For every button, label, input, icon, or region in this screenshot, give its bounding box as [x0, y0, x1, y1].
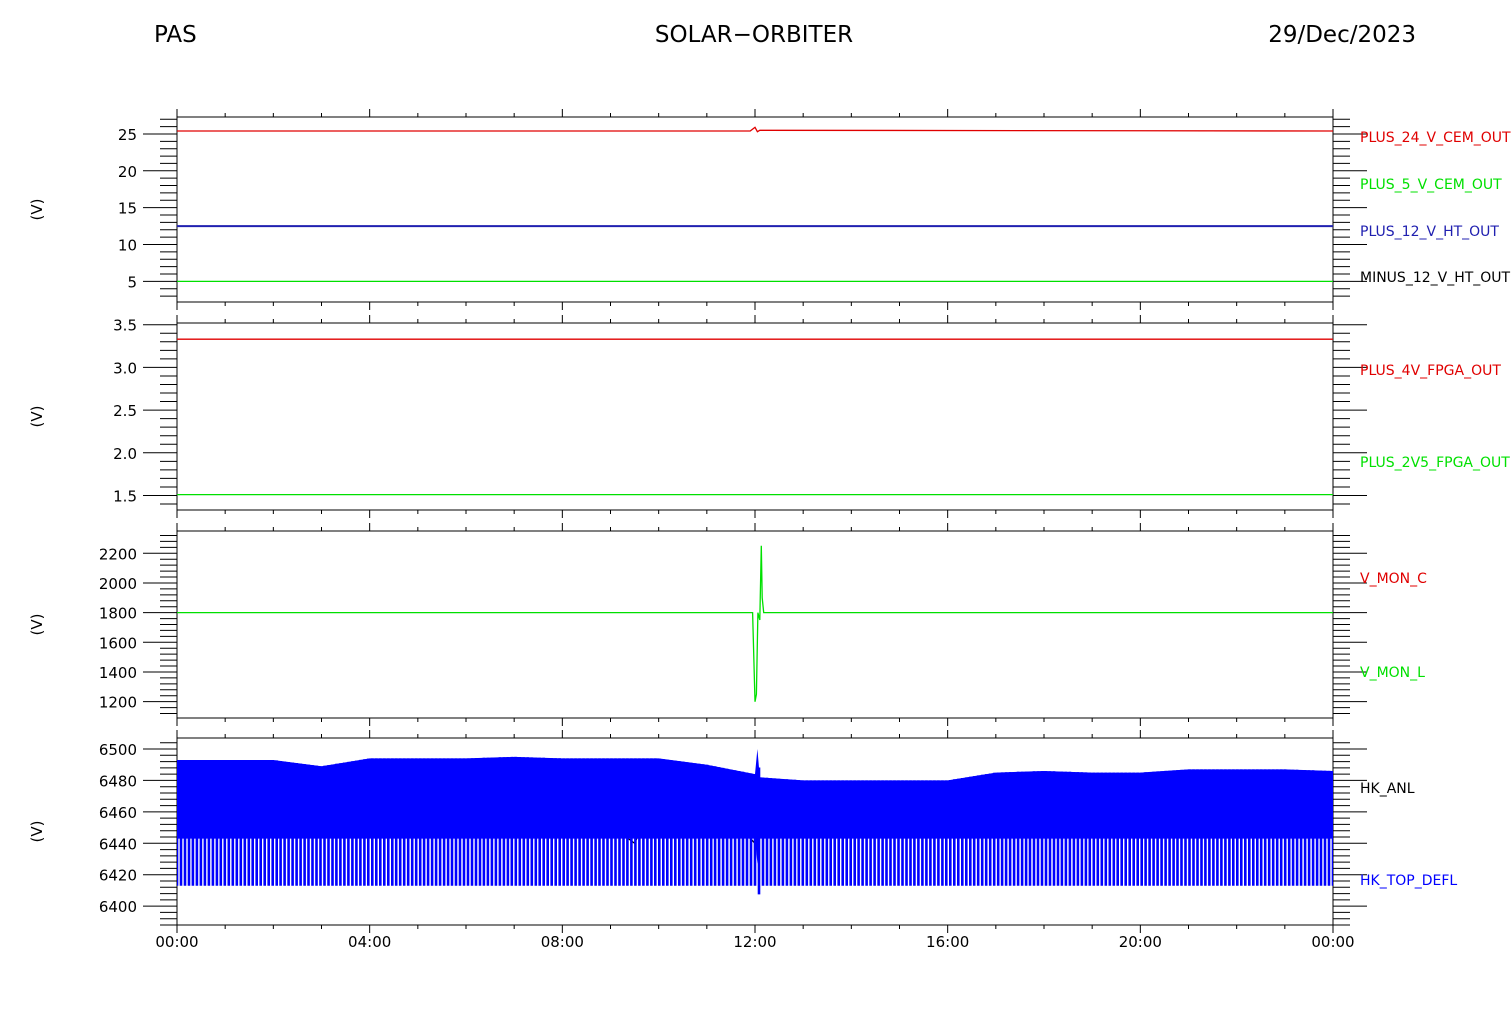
y-axis-label: (V) [28, 614, 46, 636]
y-tick-label: 6400 [99, 898, 137, 916]
y-tick-label: 1600 [99, 634, 137, 652]
header-mission: SOLAR−ORBITER [654, 22, 854, 48]
y-tick-label: 6500 [99, 741, 137, 759]
legend-plus-12-v-ht-out: PLUS_12_V_HT_OUT [1360, 224, 1499, 240]
y-tick-label: 15 [118, 200, 137, 218]
legend-hk-anl: HK_ANL [1360, 781, 1415, 797]
series-envelope [177, 749, 1333, 864]
x-tick-label: 04:00 [348, 933, 391, 951]
panel-2: 1.5 2.0 2.5 3.0 3.5 (V) PLUS_4V_FPGA_OUT PLUS_2… [28, 315, 1510, 518]
x-tick-label: 20:00 [1119, 933, 1162, 951]
legend-plus-2v5-fpga-out: PLUS_2V5_FPGA_OUT [1360, 455, 1510, 471]
y-tick-label: 2000 [99, 575, 137, 593]
panel-4: 6400 6420 6440 6460 6480 6500 (V) HK_ANL HK_TOP_… [28, 730, 1457, 951]
x-tick-label: 16:00 [926, 933, 969, 951]
legend-plus-4v-fpga-out: PLUS_4V_FPGA_OUT [1360, 363, 1501, 379]
legend-hk-top-defl: HK_TOP_DEFL [1360, 873, 1457, 889]
y-tick-label: 1400 [99, 664, 137, 682]
legend-plus-24-v-cem-out: PLUS_24_V_CEM_OUT [1360, 130, 1511, 146]
legend-v-mon-l: V_MON_L [1360, 665, 1425, 681]
y-tick-label: 25 [118, 126, 137, 144]
y-tick-label: 1.5 [113, 487, 137, 505]
y-tick-label: 2.5 [113, 402, 137, 420]
y-tick-label: 1200 [99, 694, 137, 712]
y-tick-label: 1800 [99, 605, 137, 623]
y-tick-label: 6420 [99, 867, 137, 885]
panel-3: 1200 1400 1600 1800 2000 2200 (V) V_MON_C V_MON_… [28, 523, 1427, 726]
y-tick-label: 6480 [99, 772, 137, 790]
legend-plus-5-v-cem-out: PLUS_5_V_CEM_OUT [1360, 177, 1502, 193]
y-axis-label: (V) [28, 406, 46, 428]
y-tick-label: 10 [118, 237, 137, 255]
y-tick-label: 5 [127, 273, 137, 291]
series-line-plus-24-v-cem-out [177, 126, 1333, 133]
y-tick-label: 3.0 [113, 359, 137, 377]
y-tick-label: 20 [118, 163, 137, 181]
header-instrument: PAS [154, 22, 197, 48]
legend-v-mon-c: V_MON_C [1360, 571, 1427, 587]
y-tick-label: 3.5 [113, 317, 137, 335]
y-tick-label: 2.0 [113, 445, 137, 463]
header-date: 29/Dec/2023 [1268, 22, 1416, 48]
x-tick-label: 08:00 [541, 933, 584, 951]
y-tick-label: 6440 [99, 835, 137, 853]
legend-minus-12-v-ht-out: MINUS_12_V_HT_OUT [1360, 270, 1511, 286]
y-axis-label: (V) [28, 199, 46, 221]
x-tick-label: 00:00 [1311, 933, 1354, 951]
x-tick-label: 00:00 [155, 933, 198, 951]
y-axis-label: (V) [28, 821, 46, 843]
y-tick-label: 6460 [99, 804, 137, 822]
panel-1: 5 10 15 20 25 (V) PLUS_24_V_CEM_OUT PLUS_5_V_CE… [28, 109, 1511, 310]
series-line-v-mon-l [177, 545, 1333, 702]
panel-frame [176, 322, 1334, 511]
x-tick-label: 12:00 [733, 933, 776, 951]
panel-frame [176, 116, 1334, 303]
y-tick-label: 2200 [99, 545, 137, 563]
